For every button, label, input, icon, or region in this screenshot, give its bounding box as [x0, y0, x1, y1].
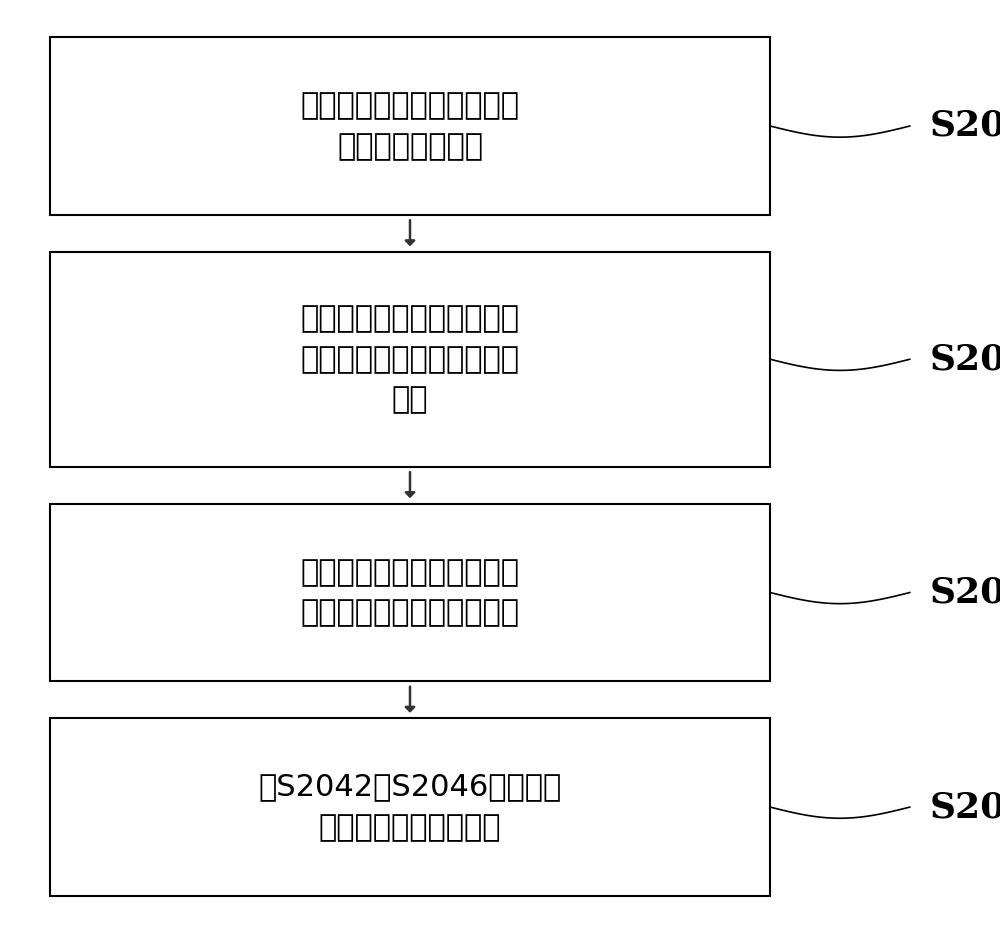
Bar — [50, 252, 770, 466]
Bar — [50, 504, 770, 681]
Bar — [50, 37, 770, 215]
Text: 对限幅后的磁链值高通滤波
得到定子磁链的幅频补偿值: 对限幅后的磁链值高通滤波 得到定子磁链的幅频补偿值 — [300, 558, 520, 627]
Text: S2048: S2048 — [930, 790, 1000, 824]
Bar — [50, 718, 770, 896]
Text: S2042: S2042 — [930, 109, 1000, 143]
Text: 求S2042和S2046的和，为
当前计算周期的磁链值: 求S2042和S2046的和，为 当前计算周期的磁链值 — [258, 773, 562, 842]
Text: S2044: S2044 — [930, 342, 1000, 376]
Text: 对反电势进行低通滤波得到
未补偿的定子磁链: 对反电势进行低通滤波得到 未补偿的定子磁链 — [300, 91, 520, 160]
Text: 对上一计算周期的磁链进行
限幅，得到限幅后的磁链估
计值: 对上一计算周期的磁链进行 限幅，得到限幅后的磁链估 计值 — [300, 304, 520, 414]
Text: S2046: S2046 — [930, 576, 1000, 609]
